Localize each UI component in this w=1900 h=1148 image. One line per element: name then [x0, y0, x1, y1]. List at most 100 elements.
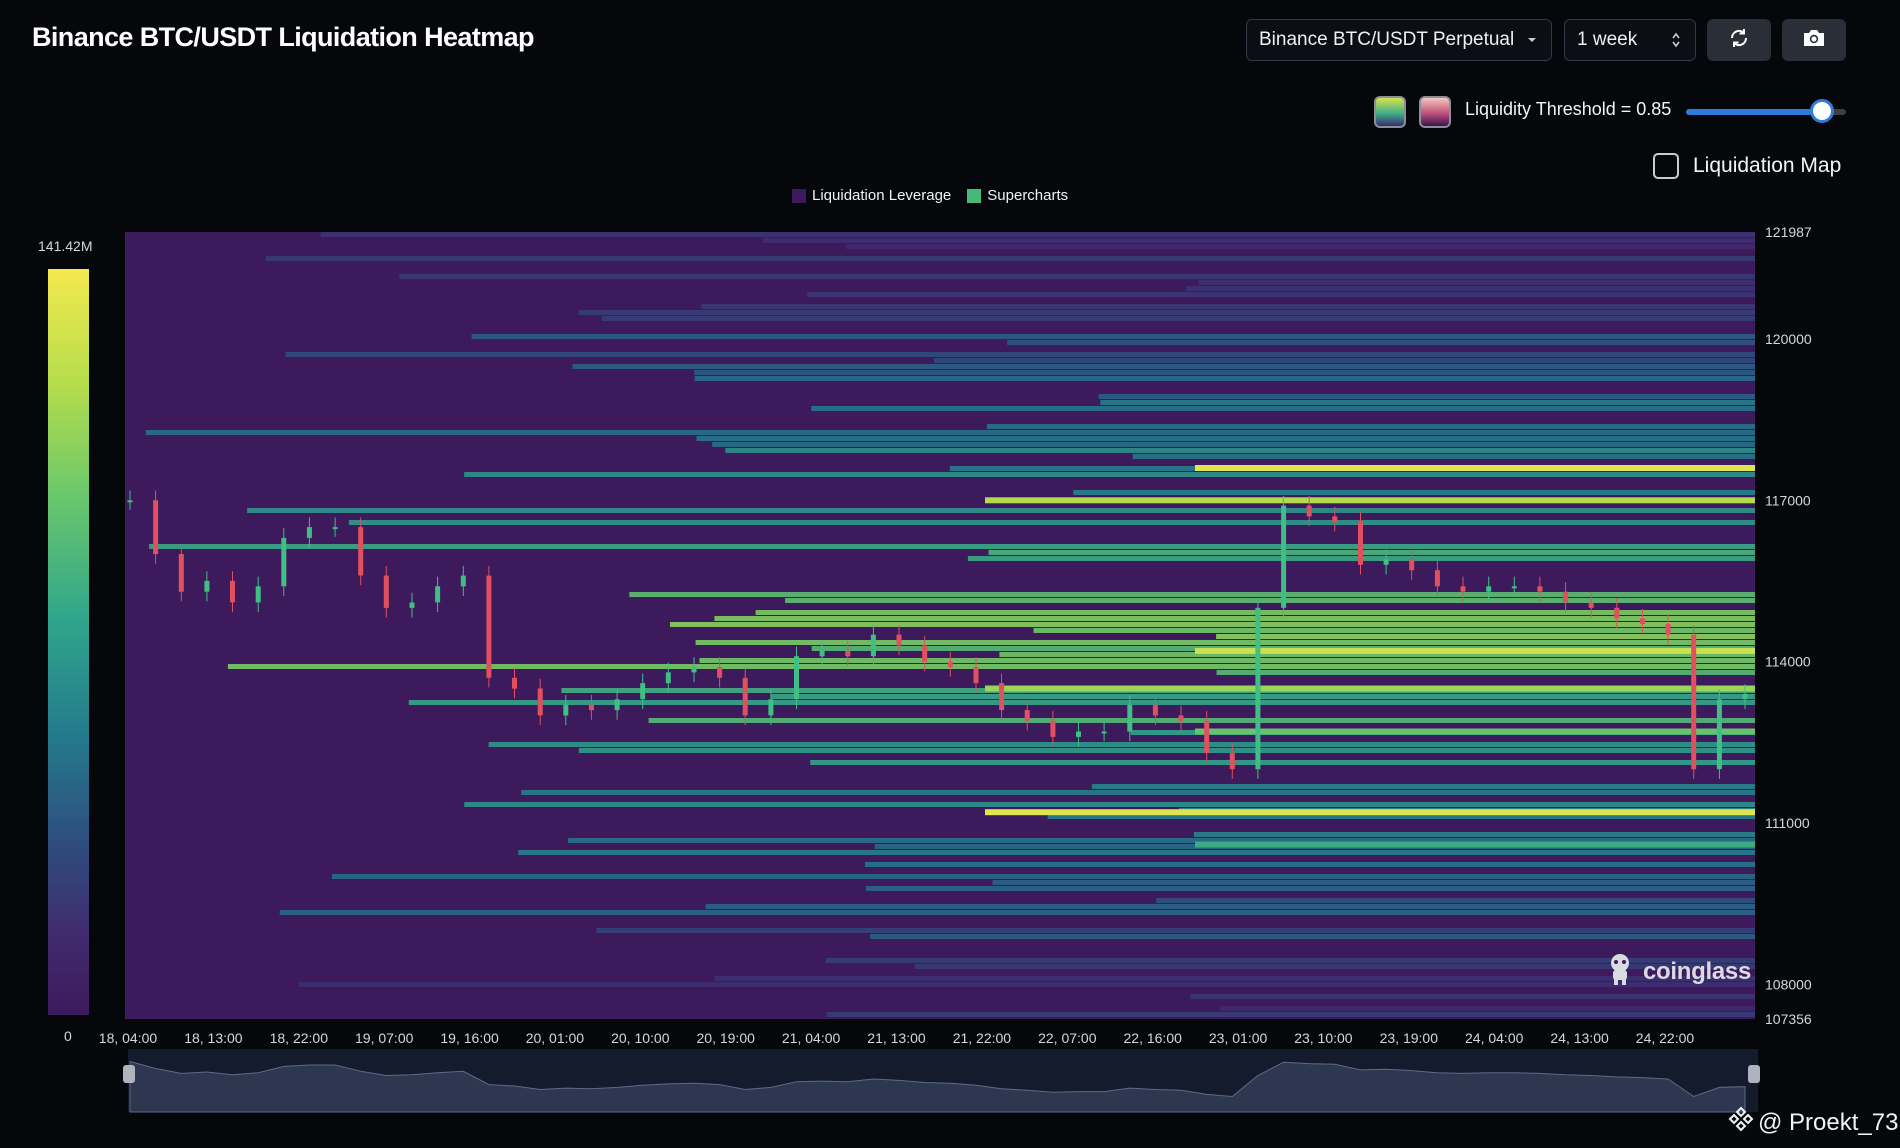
heatmap-band [933, 358, 1755, 363]
candle-body [870, 634, 876, 657]
candle-body [1563, 591, 1569, 603]
candle-body [1101, 731, 1107, 734]
heatmap-band [279, 910, 1755, 915]
threshold-slider[interactable] [1686, 109, 1846, 115]
candle-body [922, 645, 928, 662]
heatmap-band [1098, 394, 1755, 399]
viridis-palette-swatch[interactable] [1374, 96, 1406, 128]
refresh-button[interactable] [1707, 19, 1771, 61]
navigator-right-handle[interactable] [1748, 1065, 1760, 1083]
legend-swatch [792, 188, 806, 203]
liquidity-level-line [985, 809, 1755, 816]
heatmap-band [298, 982, 1756, 987]
heatmap-band [572, 364, 1755, 369]
x-tick-label: 22, 16:00 [1124, 1030, 1183, 1046]
caret-down-icon [1527, 20, 1537, 60]
pair-select-value: Binance BTC/USDT Perpetual [1259, 29, 1515, 50]
x-tick-label: 23, 10:00 [1294, 1030, 1353, 1046]
heatmap-band [1047, 814, 1755, 819]
candle-body [973, 667, 979, 684]
candle-body [845, 650, 851, 657]
liquidity-level-line [1195, 841, 1755, 848]
candle-body [819, 650, 825, 657]
y-tick-label: 120000 [1765, 331, 1812, 347]
page-title: Binance BTC/USDT Liquidation Heatmap [32, 22, 535, 52]
candle-body [1614, 607, 1620, 619]
author-watermark: @ Proekt_73 [1728, 1106, 1898, 1139]
heatmap-band [320, 232, 1756, 237]
heatmap-band [149, 544, 1756, 549]
heatmap-band [348, 520, 1755, 525]
x-tick-label: 21, 04:00 [782, 1030, 841, 1046]
legend-item-liquidation-leverage[interactable]: Liquidation Leverage [792, 187, 951, 204]
navigator-left-handle[interactable] [123, 1065, 135, 1083]
candle-body [1050, 720, 1056, 737]
heatmap-band [992, 880, 1755, 885]
heatmap-band [694, 376, 1756, 381]
candle-body [691, 667, 697, 673]
candle-body [1742, 693, 1748, 700]
heatmap-band [826, 958, 1755, 963]
candle-body [409, 602, 415, 608]
candle-body [383, 575, 389, 608]
heatmap-band [1216, 670, 1755, 675]
candle-body [358, 527, 364, 576]
heatmap-band [1198, 280, 1755, 285]
heatmap-band [399, 274, 1755, 279]
legend-swatch [967, 188, 982, 203]
candle-body [127, 500, 133, 503]
candle-body [204, 580, 210, 592]
binance-diamond-icon [1728, 1106, 1754, 1139]
candle-body [1460, 586, 1466, 592]
heatmap-band [988, 550, 1755, 555]
heatmap-band [1185, 286, 1755, 291]
y-axis: 121987 120000 117000 114000 111000 108000 1073… [1765, 224, 1812, 1027]
heatmap-band [771, 694, 1755, 699]
candle-body [1281, 505, 1287, 608]
heatmap-band [864, 862, 1755, 867]
range-select[interactable]: 1 week [1564, 19, 1696, 61]
candle-body [1537, 586, 1543, 592]
candle-body [1588, 602, 1594, 608]
candle-body [1383, 559, 1389, 565]
legend-item-supercharts[interactable]: Supercharts [967, 187, 1068, 204]
threshold-slider-handle[interactable] [1810, 99, 1834, 123]
heatmap-band [145, 430, 1755, 435]
color-scale-max-label: 141.42M [38, 238, 93, 254]
heatmap-band [1216, 634, 1755, 639]
range-select-value: 1 week [1577, 29, 1638, 50]
liquidity-level-line [985, 685, 1755, 692]
heatmap-band [1190, 994, 1755, 999]
heatmap-band [578, 748, 1755, 753]
heatmap-band [601, 316, 1755, 321]
candle-body [1152, 704, 1158, 716]
candle-body [1358, 521, 1363, 565]
heatmap-band [694, 370, 1756, 375]
x-tick-label: 24, 13:00 [1550, 1030, 1609, 1046]
candle-body [640, 683, 646, 700]
threshold-label: Liquidity Threshold = 0.85 [1465, 99, 1672, 119]
candle-body [460, 575, 466, 587]
heatmap-band [714, 976, 1755, 981]
heatmap-band [488, 742, 1756, 747]
color-scale-bar [48, 269, 89, 1015]
liquidation-map-checkbox[interactable] [1653, 153, 1679, 179]
pair-select[interactable]: Binance BTC/USDT Perpetual [1246, 19, 1552, 61]
candle-body [1127, 704, 1133, 732]
magma-palette-swatch[interactable] [1419, 96, 1451, 128]
camera-button[interactable] [1782, 19, 1846, 61]
heatmap-band [227, 664, 1755, 669]
liquidity-level-line [985, 497, 1755, 504]
heatmap-band [331, 874, 1755, 879]
candle-body [742, 677, 748, 716]
heatmap-band [705, 904, 1755, 909]
heatmap-band [670, 622, 1755, 627]
heatmap-band [518, 850, 1756, 855]
candle-body [794, 656, 799, 700]
heatmap-band [1156, 898, 1755, 903]
heatmap-band [865, 886, 1755, 891]
candle-body [306, 527, 312, 538]
range-navigator[interactable] [123, 1049, 1760, 1113]
candle-body [947, 661, 953, 667]
